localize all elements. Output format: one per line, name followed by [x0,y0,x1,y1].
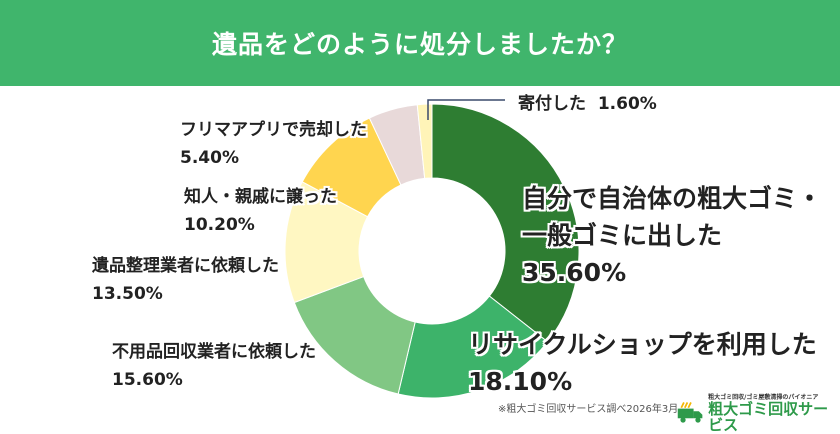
donut-chart [284,99,580,399]
slice-value: 15.60% [112,370,183,390]
label-slice-5: フリマアプリで売却した 5.40% [180,116,367,172]
chart-title: 遺品をどのように処分しましたか？ [211,30,628,59]
slice-label-line: 寄付した [518,94,586,114]
title-banner: 遺品をどのように処分しましたか？ [0,0,840,86]
slice-label-line: 自分で自治体の粗大ゴミ・ [522,184,823,213]
slice-value: 18.10% [468,367,573,396]
donut-slice-1 [397,295,549,399]
slice-label-line: 不用品回収業者に依頼した [112,342,316,362]
donut-slice-0 [431,103,580,343]
source-note: ※粗大ゴミ回収サービス調べ2026年3月 [498,404,679,415]
slice-label-line: リサイクルショップを利用した [468,330,817,359]
slice-label-line: 遺品整理業者に依頼した [92,256,279,276]
slice-value: 13.50% [92,284,163,304]
slice-value: 35.60% [522,258,627,287]
label-slice-6: 寄付した 1.60% [518,90,657,118]
slice-label-line: 一般ゴミに出した [522,221,723,250]
label-slice-0: 自分で自治体の粗大ゴミ・ 一般ゴミに出した 35.60% [522,180,822,291]
slice-value: 1.60% [597,94,657,114]
label-slice-4: 知人・親戚に譲った 10.20% [184,183,337,239]
slice-value: 10.20% [184,215,255,235]
leader-line [427,99,505,120]
slice-label-line: フリマアプリで売却した [180,120,367,140]
label-slice-2: 不用品回収業者に依頼した 15.60% [112,338,316,394]
label-slice-3: 遺品整理業者に依頼した 13.50% [92,252,279,308]
label-slice-1: リサイクルショップを利用した 18.10% [468,326,817,400]
brand-logo: 粗大ゴミ回収/ゴミ屋敷清掃のパイオニア 粗大ゴミ回収サービス [676,392,840,433]
donut-slice-6 [416,103,433,179]
logo-name: 粗大ゴミ回収サービス [708,400,829,434]
logo-tagline: 粗大ゴミ回収/ゴミ屋敷清掃のパイオニア [708,394,819,401]
slice-value: 5.40% [180,148,239,168]
truck-icon [677,401,703,423]
slice-label-line: 知人・親戚に譲った [184,187,337,207]
